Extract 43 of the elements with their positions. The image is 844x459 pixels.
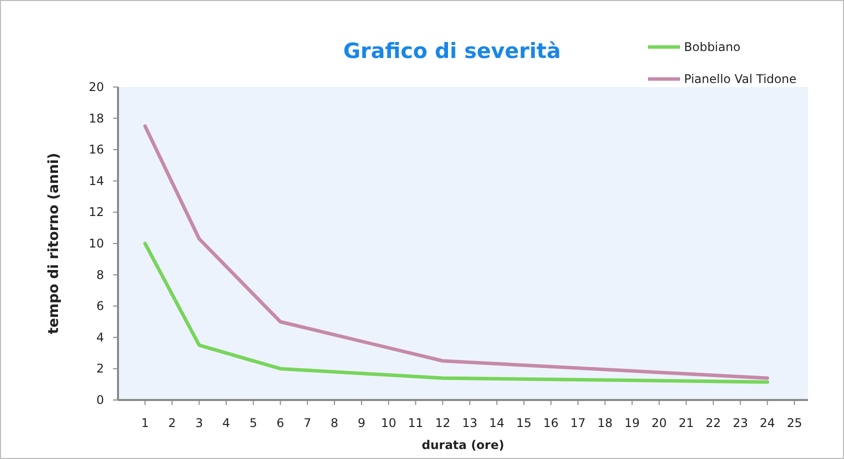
x-tick-label: 12 [435, 416, 450, 430]
x-tick-label: 3 [195, 416, 203, 430]
x-tick-label: 2 [168, 416, 176, 430]
legend-label: Bobbiano [684, 40, 740, 54]
x-tick-label: 6 [276, 416, 284, 430]
y-axis-title: tempo di ritorno (anni) [46, 152, 62, 334]
y-tick-label: 2 [96, 362, 104, 376]
line-series [143, 242, 770, 384]
x-tick-label: 11 [408, 416, 424, 430]
x-tick-label: 25 [786, 416, 802, 430]
x-tick-label: 24 [760, 416, 776, 430]
x-tick-label: 5 [249, 416, 258, 430]
y-tick-label: 14 [88, 174, 104, 188]
x-tick-label: 18 [597, 416, 613, 430]
x-tick-label: 19 [624, 416, 640, 430]
x-tick-label: 8 [330, 416, 338, 430]
x-tick-label: 1 [141, 416, 149, 430]
y-tick-label: 0 [96, 393, 104, 407]
x-tick-label: 4 [222, 416, 230, 430]
x-tick-label: 10 [380, 416, 396, 430]
x-tick-label: 9 [358, 416, 366, 430]
x-tick-label: 7 [304, 416, 312, 430]
x-tick-label: 20 [652, 416, 667, 430]
y-tick-label: 4 [96, 330, 104, 344]
y-tick-label: 6 [96, 299, 104, 314]
y-tick-label: 16 [88, 142, 104, 157]
x-tick-label: 15 [516, 416, 532, 430]
y-tick-label: 8 [96, 268, 104, 282]
line-series [143, 124, 770, 380]
x-tick-label: 13 [462, 416, 478, 430]
y-tick-label: 20 [88, 80, 104, 94]
y-tick-label: 10 [88, 236, 104, 250]
x-tick-label: 14 [489, 416, 504, 430]
legend-label: Pianello Val Tidone [684, 72, 796, 86]
x-tick-label: 17 [570, 416, 586, 430]
y-tick-label: 18 [88, 111, 104, 126]
x-tick-label: 21 [678, 416, 694, 430]
y-tick-label: 12 [88, 205, 104, 220]
chart-title: Grafico di severità [343, 39, 561, 63]
x-axis-title: durata (ore) [422, 438, 504, 452]
x-tick-label: 16 [543, 416, 559, 430]
x-tick-label: 22 [706, 416, 721, 430]
x-tick-label: 23 [732, 416, 748, 430]
